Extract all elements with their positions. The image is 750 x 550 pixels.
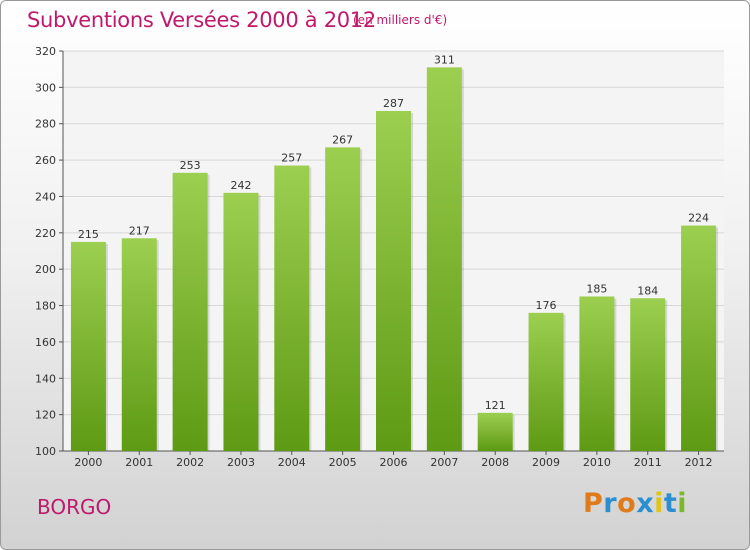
logo-letter: o xyxy=(617,488,637,519)
bar xyxy=(630,298,666,451)
x-tick-label: 2011 xyxy=(634,456,662,469)
y-tick-label: 280 xyxy=(35,118,56,131)
logo-letter: x xyxy=(636,488,655,519)
data-label: 311 xyxy=(434,53,455,66)
bar xyxy=(70,241,106,451)
x-tick-label: 2004 xyxy=(278,456,306,469)
logo-letter: i xyxy=(654,488,664,519)
proxiti-logo: Proxiti xyxy=(583,488,687,519)
data-label: 176 xyxy=(536,299,557,312)
bar xyxy=(274,165,310,451)
y-tick-label: 160 xyxy=(35,336,56,349)
x-tick-label: 2001 xyxy=(125,456,153,469)
bar xyxy=(172,172,208,451)
city-name: BORGO xyxy=(37,495,112,519)
data-label: 215 xyxy=(78,228,99,241)
bar xyxy=(579,296,615,451)
data-label: 242 xyxy=(230,179,251,192)
y-tick-label: 300 xyxy=(35,81,56,94)
y-tick-label: 120 xyxy=(35,409,56,422)
x-tick-label: 2008 xyxy=(481,456,509,469)
bar xyxy=(681,225,717,451)
y-tick-label: 200 xyxy=(35,263,56,276)
logo-letter: r xyxy=(603,488,618,519)
data-label: 184 xyxy=(637,284,658,297)
y-tick-label: 220 xyxy=(35,227,56,240)
bar xyxy=(121,238,157,451)
bar xyxy=(325,147,361,451)
data-label: 267 xyxy=(332,133,353,146)
x-tick-label: 2000 xyxy=(74,456,102,469)
x-tick-label: 2005 xyxy=(329,456,357,469)
x-tick-label: 2003 xyxy=(227,456,255,469)
bar xyxy=(426,67,462,451)
bar xyxy=(477,412,513,451)
y-tick-label: 320 xyxy=(35,45,56,58)
x-tick-label: 2002 xyxy=(176,456,204,469)
y-tick-label: 140 xyxy=(35,372,56,385)
data-label: 257 xyxy=(281,152,302,165)
logo-letter: t xyxy=(663,488,678,519)
data-label: 121 xyxy=(485,399,506,412)
y-tick-label: 180 xyxy=(35,300,56,313)
data-label: 224 xyxy=(688,212,709,225)
logo-letter: P xyxy=(583,488,604,519)
x-tick-label: 2010 xyxy=(583,456,611,469)
y-tick-label: 240 xyxy=(35,190,56,203)
x-tick-label: 2007 xyxy=(430,456,458,469)
chart-subtitle: (en milliers d'€) xyxy=(353,13,448,27)
bar xyxy=(376,111,411,451)
chart-title: Subventions Versées 2000 à 2012 xyxy=(27,8,376,32)
y-tick-label: 260 xyxy=(35,154,56,167)
data-label: 287 xyxy=(383,97,404,110)
x-tick-label: 2012 xyxy=(685,456,713,469)
y-tick-label: 100 xyxy=(35,445,56,458)
data-label: 217 xyxy=(129,224,150,237)
x-tick-label: 2006 xyxy=(380,456,408,469)
bar xyxy=(528,312,564,451)
plot-area: 100 120 140 160 180 200 220 240 260 280 300 320 215 2… xyxy=(35,45,724,469)
data-label: 185 xyxy=(586,282,607,295)
data-label: 253 xyxy=(180,159,201,172)
bar xyxy=(223,192,259,451)
x-tick-label: 2009 xyxy=(532,456,560,469)
logo-letter: i xyxy=(677,488,688,519)
